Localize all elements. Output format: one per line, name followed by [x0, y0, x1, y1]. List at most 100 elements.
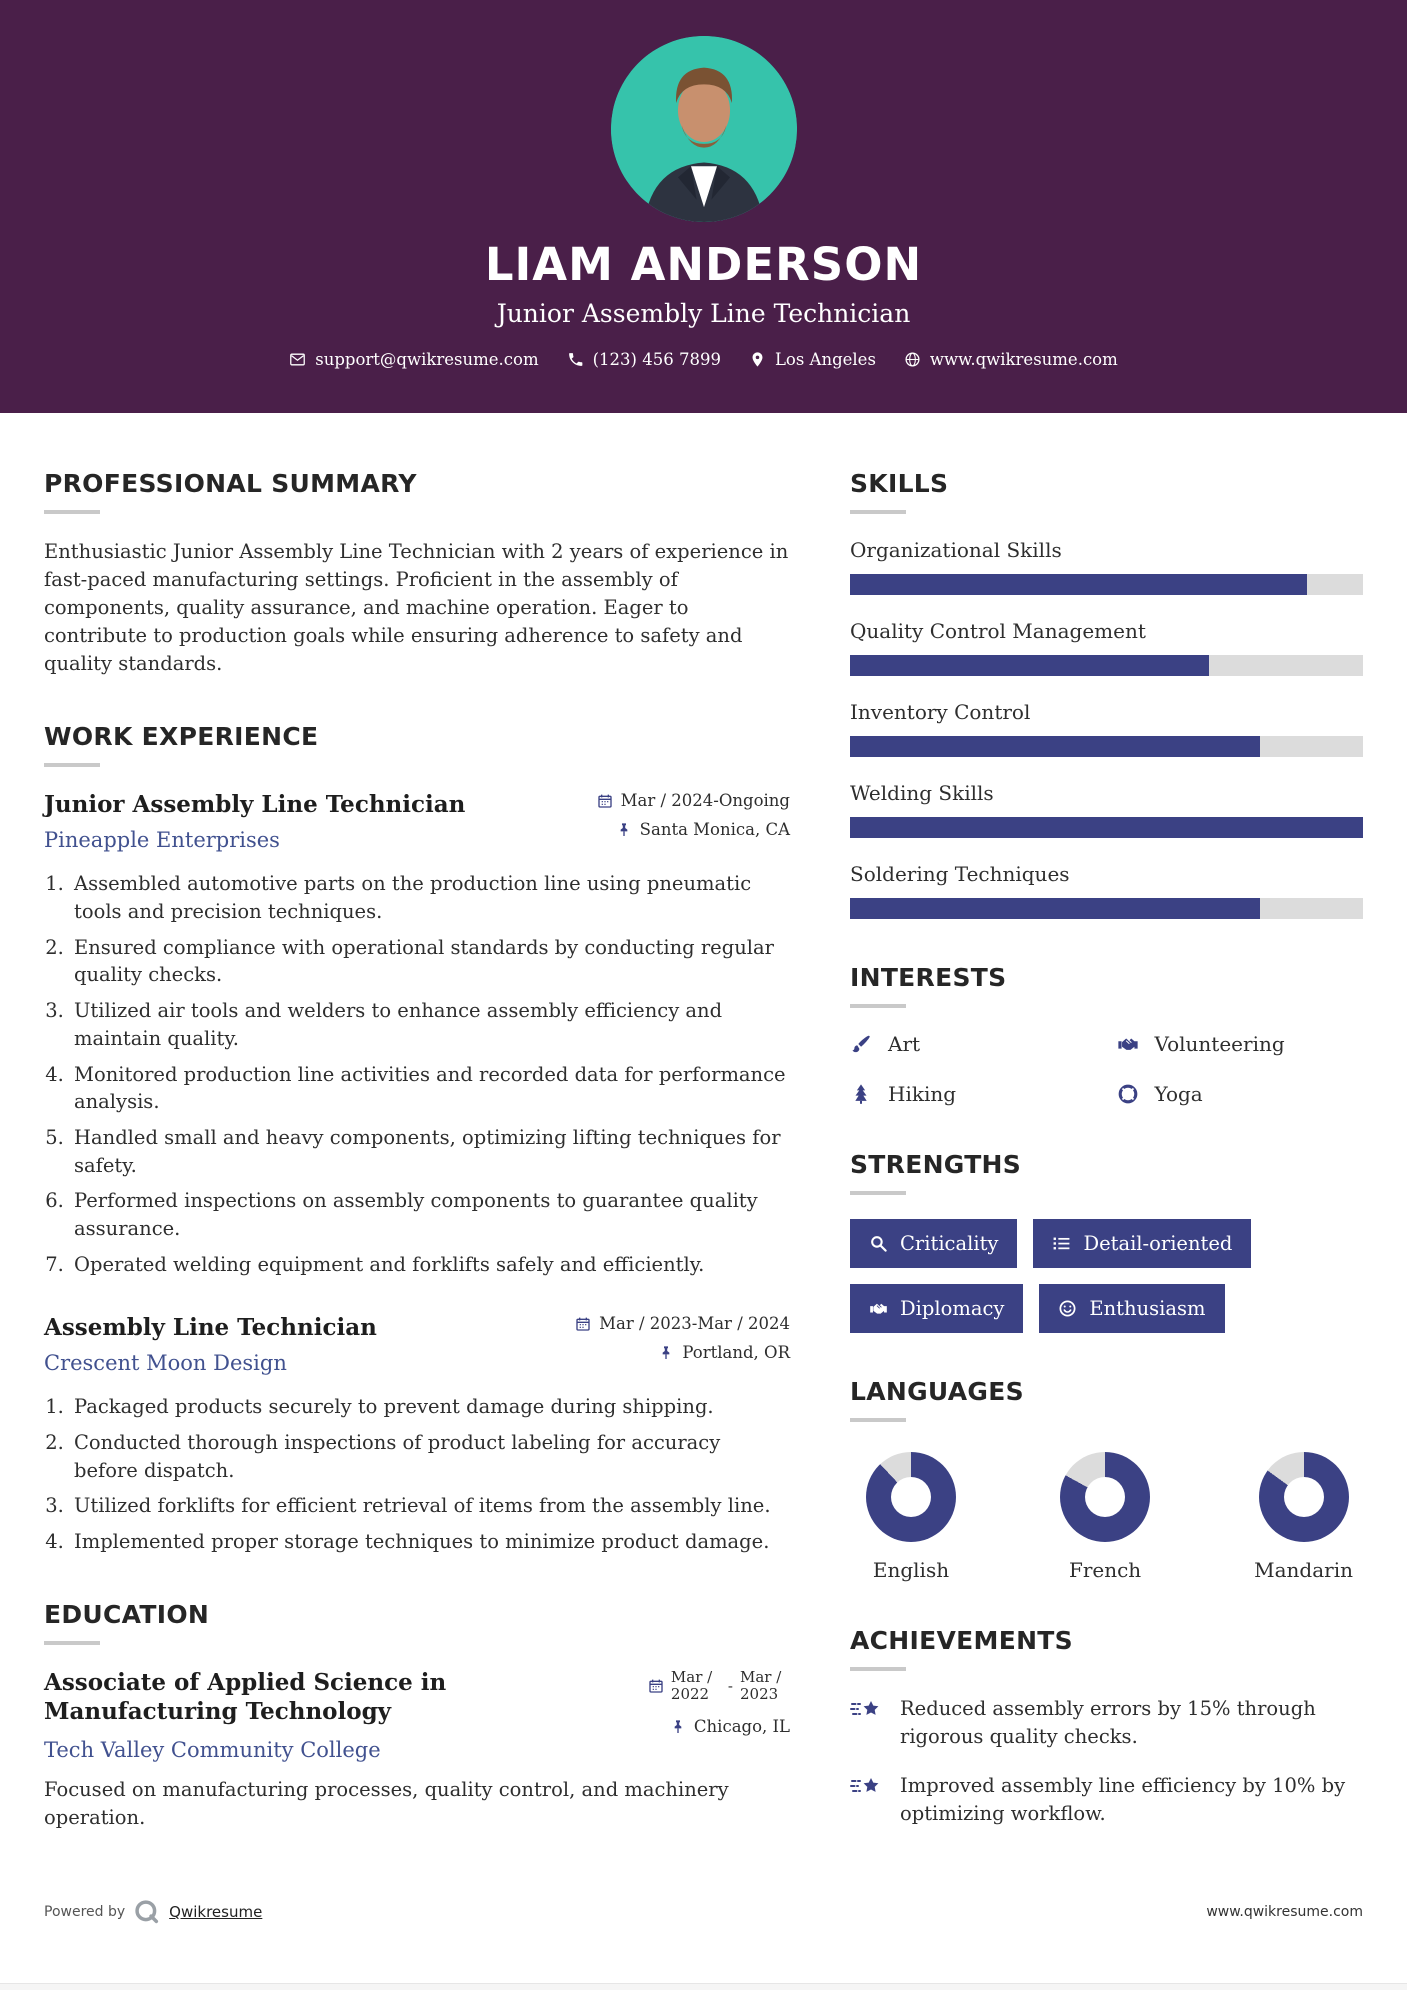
education-entry: Associate of Applied Science in Manufact… — [44, 1667, 790, 1762]
languages-section: LANGUAGES English French Mandarin — [850, 1377, 1363, 1582]
handshake-icon — [1117, 1038, 1138, 1050]
skills-heading: SKILLS — [850, 469, 949, 498]
left-column: PROFESSIONAL SUMMARY Enthusiastic Junior… — [44, 469, 790, 1876]
heading-rule — [850, 510, 906, 514]
achievement-text: Reduced assembly errors by 15% through r… — [900, 1697, 1316, 1748]
experience-heading: WORK EXPERIENCE — [44, 722, 319, 752]
heading-rule — [850, 1667, 906, 1671]
qwikresume-logo-icon — [135, 1900, 159, 1924]
lifebuoy-icon — [1118, 1084, 1137, 1104]
pushpin-icon — [620, 823, 628, 836]
interest-item: Art — [850, 1032, 1097, 1056]
smiley-icon — [1059, 1300, 1076, 1317]
language-label: French — [1068, 1558, 1142, 1582]
education-dates: Mar / 2022 - Mar / 2023 — [648, 1667, 790, 1704]
strength-badge: Diplomacy — [850, 1284, 1024, 1333]
strength-label: Enthusiasm — [1089, 1297, 1206, 1320]
skill-bar-fill — [850, 574, 1307, 595]
education-section: EDUCATION Associate of Applied Science i… — [44, 1600, 790, 1833]
education-location: Chicago, IL — [648, 1717, 790, 1736]
powered-by-label: Powered by — [44, 1904, 126, 1920]
tree-icon — [855, 1084, 867, 1104]
footer-website: www.qwikresume.com — [1206, 1904, 1363, 1920]
education-description: Focused on manufacturing processes, qual… — [44, 1778, 729, 1830]
skill-label: Soldering Techniques — [850, 862, 1070, 886]
heading-rule — [44, 510, 100, 514]
job-bullet: Utilized forklifts for efficient retriev… — [70, 1492, 790, 1520]
achievement-item: Reduced assembly errors by 15% through r… — [850, 1695, 1363, 1750]
strengths-list: Criticality Detail-oriented Diplomacy En… — [850, 1219, 1363, 1333]
job-location: Santa Monica, CA — [597, 820, 790, 839]
envelope-icon — [290, 353, 306, 366]
list-icon — [1054, 1237, 1070, 1250]
map-pin-icon — [752, 352, 763, 367]
job-bullet: Assembled automotive parts on the produc… — [70, 870, 790, 925]
language-label: English — [872, 1558, 950, 1582]
job-bullet: Performed inspections on assembly compon… — [70, 1187, 790, 1242]
strength-badge: Criticality — [850, 1219, 1018, 1268]
globe-icon — [905, 352, 920, 367]
skill-bar — [850, 736, 1363, 757]
summary-section: PROFESSIONAL SUMMARY Enthusiastic Junior… — [44, 469, 790, 678]
job-entry: Junior Assembly Line Technician Pineappl… — [44, 791, 790, 1278]
language-item: English — [866, 1452, 956, 1582]
achievements-section: ACHIEVEMENTS Reduced assembly errors by … — [850, 1626, 1363, 1828]
job-bullet: Handled small and heavy components, opti… — [70, 1124, 790, 1179]
heading-rule — [44, 763, 100, 768]
job-dates: Mar / 2024-Ongoing — [597, 791, 790, 810]
language-item: Mandarin — [1254, 1452, 1353, 1582]
contact-website: www.qwikresume.com — [904, 350, 1118, 369]
language-donut-chart — [1060, 1452, 1151, 1542]
interest-item: Volunteering — [1117, 1032, 1364, 1056]
skill-label: Welding Skills — [850, 781, 994, 805]
person-name: LIAM ANDERSON — [484, 238, 923, 291]
skill-label: Organizational Skills — [850, 538, 1062, 562]
interest-label: Hiking — [888, 1082, 957, 1106]
pushpin-icon — [663, 1346, 670, 1359]
interest-label: Art — [888, 1032, 921, 1056]
pushpin-icon — [674, 1720, 682, 1733]
phone-icon — [568, 353, 582, 366]
heading-rule — [850, 1418, 906, 1422]
job-bullet: Utilized air tools and welders to enhanc… — [70, 997, 790, 1052]
skill-label: Quality Control Management — [850, 619, 1146, 643]
right-column: SKILLS Organizational Skills Quality Con… — [850, 469, 1363, 1876]
person-title: Junior Assembly Line Technician — [496, 299, 911, 328]
job-bullets: Assembled automotive parts on the produc… — [70, 870, 790, 1278]
job-header: Junior Assembly Line Technician Pineappl… — [44, 791, 790, 852]
education-heading: EDUCATION — [44, 1599, 210, 1629]
strengths-section: STRENGTHS Criticality Detail-oriented Di… — [850, 1150, 1363, 1333]
skill-bar — [850, 817, 1363, 838]
calendar-icon — [597, 794, 612, 808]
skill-bar — [850, 655, 1363, 676]
strength-label: Criticality — [900, 1232, 999, 1255]
skill-bar — [850, 574, 1363, 595]
job-bullet: Ensured compliance with operational stan… — [70, 934, 790, 989]
skill-bar — [850, 898, 1363, 919]
interests-heading: INTERESTS — [850, 963, 1007, 992]
magnifier-icon — [871, 1236, 887, 1252]
strength-label: Diplomacy — [900, 1297, 1005, 1320]
footer: Powered by Qwikresume www.qwikresume.com — [44, 1898, 1363, 1926]
avatar-photo — [610, 36, 797, 222]
skill-bar-fill — [850, 817, 1363, 838]
job-dates: Mar / 2023-Mar / 2024 — [575, 1314, 790, 1333]
contact-row: support@qwikresume.com (123) 456 7899 Lo… — [0, 350, 1407, 369]
skill-item: Quality Control Management — [850, 619, 1363, 676]
skill-item: Inventory Control — [850, 700, 1363, 757]
strength-label: Detail-oriented — [1083, 1232, 1233, 1255]
interest-item: Hiking — [850, 1082, 1097, 1106]
qwikresume-link[interactable]: Qwikresume — [169, 1903, 263, 1921]
job-bullets: Packaged products securely to prevent da… — [70, 1393, 790, 1555]
interests-section: INTERESTS Art Volunteering Hiking — [850, 963, 1363, 1106]
job-bullet: Implemented proper storage techniques to… — [70, 1528, 790, 1556]
skill-item: Welding Skills — [850, 781, 1363, 838]
contact-location: Los Angeles — [749, 350, 876, 369]
contact-email: support@qwikresume.com — [289, 350, 539, 369]
job-company-link: Pineapple Enterprises — [44, 828, 280, 853]
calendar-icon — [576, 1317, 590, 1331]
date-to: Mar / 2023 — [740, 1667, 782, 1704]
experience-section: WORK EXPERIENCE Junior Assembly Line Tec… — [44, 722, 790, 1555]
strength-badge: Detail-oriented — [1033, 1219, 1252, 1268]
